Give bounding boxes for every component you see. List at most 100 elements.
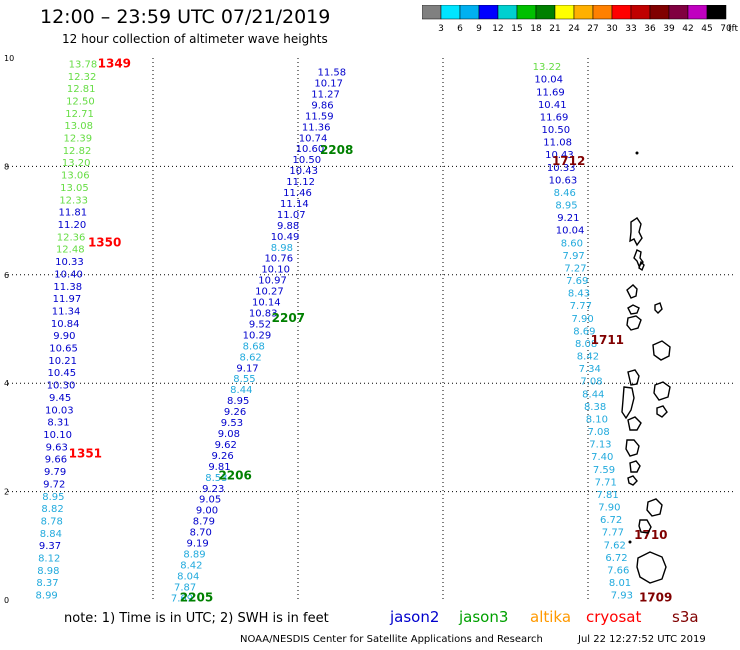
wave-height-value: 7.40: [591, 452, 613, 463]
wave-height-value: 7.34: [579, 364, 601, 375]
wave-height-value: 13.22: [533, 62, 562, 73]
wave-height-value: 8.46: [554, 188, 576, 199]
wave-height-value: 8.43: [568, 289, 590, 300]
wave-height-value: 10.97: [258, 276, 287, 287]
wave-height-value: 6.72: [605, 553, 627, 564]
wave-height-value: 8.89: [183, 549, 205, 560]
wave-height-value: 7.27: [564, 263, 586, 274]
wave-height-value: 8.37: [36, 578, 58, 589]
wave-height-value: 11.12: [286, 177, 315, 188]
wave-height-value: 10.10: [261, 265, 290, 276]
wave-height-value: 7.08: [588, 427, 610, 438]
wave-height-value: 8.95: [227, 396, 249, 407]
wave-height-value: 7.93: [611, 591, 633, 602]
wave-height-value: 9.53: [221, 418, 243, 429]
wave-height-value: 10.17: [314, 79, 343, 90]
x-tick-label: 60: [3, 604, 13, 605]
wave-height-value: 9.66: [45, 455, 67, 466]
wave-height-value: 12.36: [57, 232, 86, 243]
wave-height-value: 8.68: [243, 341, 265, 352]
wave-height-value: 10.83: [249, 309, 278, 320]
coastline-outline: [627, 369, 640, 386]
wave-height-value: 9.72: [43, 479, 65, 490]
pass-label: 1349: [98, 56, 131, 70]
pass-label: 1709: [639, 590, 672, 604]
wave-height-value: 8.79: [193, 517, 215, 528]
wave-height-value: 9.88: [277, 221, 299, 232]
wave-height-value: 8.98: [37, 566, 59, 577]
footer-timestamp: Jul 22 12:27:52 UTC 2019: [578, 634, 706, 645]
wave-height-value: 9.23: [202, 484, 224, 495]
scale-swatch: [706, 5, 727, 20]
wave-height-value: 8.99: [36, 591, 58, 602]
wave-height-value: 8.70: [190, 528, 212, 539]
wave-height-value: 9.79: [44, 467, 66, 478]
coastline-outline: [626, 315, 642, 331]
scale-label: 39: [663, 24, 675, 34]
wave-height-value: 11.97: [53, 294, 82, 305]
x-tick-label: 63: [148, 604, 158, 605]
wave-height-value: 12.33: [59, 195, 88, 206]
scale-label: 6: [457, 24, 463, 34]
wave-height-value: 10.43: [545, 150, 574, 161]
y-tick-label: 2: [4, 488, 9, 497]
wave-height-value: 10.10: [43, 430, 72, 441]
wave-height-value: 8.69: [573, 326, 595, 337]
wave-height-value: 11.46: [283, 188, 312, 199]
coastline-outline: [621, 386, 635, 420]
wave-height-value: 13.05: [60, 183, 89, 194]
pass-label: 2206: [218, 468, 251, 482]
wave-height-value: 7.69: [566, 276, 588, 287]
y-tick-label: 4: [4, 379, 9, 388]
footer-credit: NOAA/NESDIS Center for Satellite Applica…: [240, 634, 543, 645]
scale-label: 30: [606, 24, 618, 34]
wave-height-value: 9.08: [218, 429, 240, 440]
wave-height-value: 10.29: [243, 330, 272, 341]
wave-height-value: 7.66: [607, 565, 629, 576]
legend-cryosat: cryosat: [586, 608, 642, 626]
wave-height-value: 7.77: [570, 301, 592, 312]
wave-height-value: 12.50: [66, 96, 95, 107]
wave-height-value: 13.78: [69, 59, 98, 70]
scale-label: 36: [644, 24, 656, 34]
wave-height-value: 9.90: [53, 331, 75, 342]
wave-height-value: 8.84: [40, 529, 62, 540]
x-tick-label: 66: [293, 604, 303, 605]
wave-height-value: 7.08: [580, 377, 602, 388]
wave-height-value: 12.39: [64, 134, 93, 145]
wave-height-value: 11.59: [305, 111, 334, 122]
wave-height-value: 8.42: [180, 560, 202, 571]
wave-height-value: 11.81: [58, 208, 87, 219]
wave-height-value: 12.32: [68, 72, 97, 83]
wave-height-value: 9.26: [211, 451, 233, 462]
coastline-outline: [656, 405, 668, 418]
wave-height-value: 6.72: [600, 515, 622, 526]
wave-height-value: 11.08: [543, 138, 572, 149]
wave-height-value: 7.13: [589, 440, 611, 451]
wave-height-value: 13.06: [61, 171, 90, 182]
chart-subtitle: 12 hour collection of altimeter wave hei…: [62, 32, 328, 46]
wave-height-value: 10.03: [45, 405, 74, 416]
wave-height-value: 9.86: [311, 100, 333, 111]
coastline-outline: [627, 416, 642, 431]
scale-label: 18: [530, 24, 542, 34]
wave-height-value: 8.78: [41, 516, 63, 527]
scale-label: 42: [682, 24, 693, 34]
wave-height-value: 11.36: [302, 122, 331, 133]
wave-height-value: 10.04: [534, 75, 563, 86]
wave-height-value: 13.20: [62, 158, 91, 169]
coastline-outline: [629, 460, 641, 473]
wave-height-value: 11.34: [52, 306, 81, 317]
wave-height-value: 11.58: [318, 68, 347, 79]
x-tick-label: 72: [583, 604, 593, 605]
wave-height-value: 7.62: [604, 540, 626, 551]
wave-height-value: 8.60: [561, 238, 583, 249]
scale-label: 15: [511, 24, 522, 34]
coastline-outline: [627, 475, 638, 486]
wave-height-value: 8.98: [271, 243, 293, 254]
y-tick-label: 0: [4, 596, 9, 605]
wave-height-value: 9.63: [46, 442, 68, 453]
wave-height-value: 9.45: [49, 393, 71, 404]
